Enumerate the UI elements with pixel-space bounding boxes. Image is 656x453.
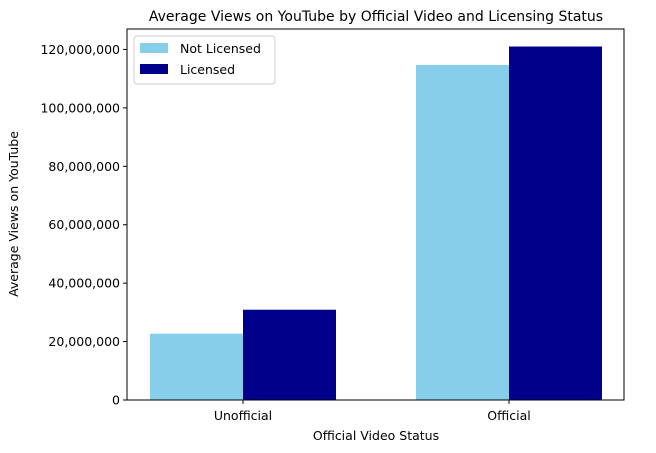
bar-not-licensed-unofficial: [150, 333, 243, 400]
plot-frame: [126, 28, 625, 401]
x-tick-label: Unofficial: [214, 408, 272, 423]
x-tick-label: Official: [487, 408, 530, 423]
legend: Not Licensed Licensed: [133, 35, 276, 85]
bars-group: [150, 46, 602, 401]
legend-swatch-licensed: [140, 64, 168, 74]
y-tick-label: 0: [112, 393, 120, 408]
bar-licensed-unofficial: [243, 309, 336, 400]
y-tick-label: 40,000,000: [48, 276, 120, 291]
bar-licensed-official: [509, 46, 602, 400]
y-axis-label: Average Views on YouTube: [6, 131, 21, 297]
y-axis: 0 20,000,000 40,000,000 60,000,000 80,000,00…: [40, 42, 127, 408]
legend-label-licensed: Licensed: [180, 62, 235, 77]
y-tick-label: 60,000,000: [48, 217, 120, 232]
legend-frame: [133, 35, 276, 85]
y-tick-label: 120,000,000: [40, 42, 120, 57]
y-tick-label: 20,000,000: [48, 334, 120, 349]
x-axis-label: Official Video Status: [313, 428, 439, 443]
bar-not-licensed-official: [416, 64, 509, 401]
x-axis: Unofficial Official: [214, 400, 531, 423]
y-tick-label: 80,000,000: [48, 159, 120, 174]
legend-label-not-licensed: Not Licensed: [180, 41, 261, 56]
chart-title: Average Views on YouTube by Official Vid…: [149, 9, 603, 25]
y-tick-label: 100,000,000: [40, 100, 120, 115]
legend-swatch-not-licensed: [140, 43, 168, 53]
